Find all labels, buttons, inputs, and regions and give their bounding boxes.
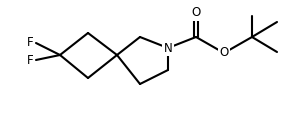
Text: O: O: [219, 46, 229, 60]
Text: N: N: [164, 41, 172, 55]
Text: F: F: [27, 36, 34, 50]
Text: O: O: [191, 6, 201, 20]
Text: F: F: [27, 54, 34, 66]
